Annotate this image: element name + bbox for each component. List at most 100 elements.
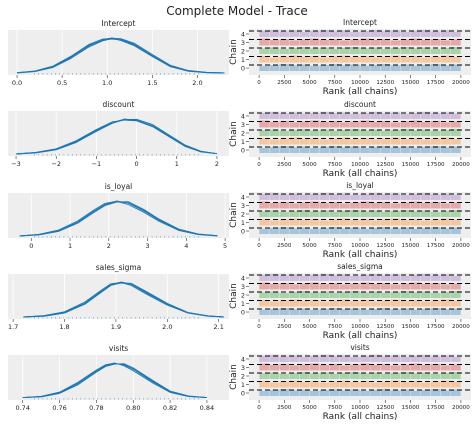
rank-bar — [400, 283, 411, 290]
rank-bar — [350, 364, 360, 371]
x-tick-label: 4 — [184, 242, 188, 250]
rank-bar — [410, 363, 421, 371]
rank-bar — [440, 210, 451, 217]
rank-bar — [430, 227, 441, 234]
rank-bar — [420, 192, 431, 200]
rank-bar — [370, 146, 380, 153]
rank-bar — [319, 220, 330, 226]
rank-bar — [451, 56, 461, 63]
kde-series-line — [15, 119, 217, 155]
rank-bar — [259, 65, 269, 71]
rank-bar — [410, 282, 421, 290]
kde-series-line — [22, 363, 207, 399]
rank-bar — [451, 275, 461, 281]
rank-bar — [279, 56, 290, 63]
x-tick-label: 15000 — [402, 243, 420, 249]
rank-bar — [319, 139, 330, 145]
rank-bar — [299, 121, 310, 128]
rank-bar — [430, 64, 441, 71]
rank-bar — [309, 120, 320, 128]
x-tick-label: 2 — [107, 242, 111, 250]
rank-bar — [370, 39, 380, 46]
rank-bar — [390, 40, 401, 46]
rank-bar — [390, 47, 401, 54]
rank-bar — [400, 381, 411, 388]
rank-bar — [360, 201, 370, 209]
rank-bar — [329, 113, 340, 119]
rank-bar — [370, 273, 380, 281]
rank-bar — [340, 228, 350, 234]
rank-bar — [370, 220, 380, 226]
rank-bar — [329, 363, 340, 371]
rank-bar — [440, 137, 451, 145]
kde-series-line — [16, 38, 225, 74]
rank-bars-chain — [259, 129, 461, 136]
rank-bar — [329, 227, 340, 234]
rank-bar — [360, 380, 370, 388]
rank-bar — [380, 113, 391, 119]
rank-bar — [370, 111, 380, 119]
rank-bar — [299, 113, 310, 119]
x-tick-label: 20000 — [452, 324, 470, 330]
rank-bar — [370, 121, 380, 128]
rank-bar — [380, 56, 391, 63]
rank-bar — [269, 273, 280, 281]
rank-bars-chain — [259, 146, 461, 153]
rank-bar — [400, 113, 411, 119]
rank-bar — [329, 64, 340, 71]
rank-bars-chain — [259, 218, 461, 226]
rank-bar — [380, 356, 391, 362]
rank-bar — [410, 373, 421, 379]
rank-bar — [360, 38, 370, 46]
rank-bar — [269, 64, 280, 71]
rank-bar — [420, 273, 431, 281]
panel-title: visits — [109, 344, 128, 353]
rank-bar — [440, 228, 451, 234]
rank-bar — [400, 300, 411, 307]
rank-bar — [380, 308, 391, 315]
y-tick-label: 1 — [241, 138, 245, 146]
rank-bar — [370, 354, 380, 362]
rank-bar — [299, 372, 310, 379]
rank-bar — [309, 38, 320, 46]
rank-bar — [400, 389, 411, 396]
rank-bar — [410, 201, 421, 209]
rank-bar — [410, 309, 421, 315]
rank-bar — [309, 390, 320, 396]
kde-panel: is_loyal 0 1 2 3 4 5 — [8, 182, 229, 250]
rank-bar — [259, 390, 269, 396]
x-tick-label: 15000 — [402, 162, 420, 168]
rank-bar — [279, 275, 290, 281]
rank-bar — [400, 210, 411, 217]
figure-title: Complete Model - Trace — [166, 4, 307, 18]
x-tick-label: 0.76 — [52, 404, 66, 412]
rank-bars-chain — [259, 120, 461, 128]
rank-bar — [400, 56, 411, 63]
rank-bar — [451, 381, 461, 388]
y-tick-label: 0 — [241, 147, 245, 155]
rank-bar — [370, 389, 380, 396]
rank-bar — [259, 201, 269, 209]
rank-bar — [440, 365, 451, 371]
rank-bar — [259, 55, 269, 63]
panel-title: sales_sigma — [337, 262, 383, 271]
rank-bar — [380, 38, 391, 46]
rank-bar — [329, 38, 340, 46]
rank-bar — [451, 372, 461, 379]
rank-bar — [299, 300, 310, 307]
x-tick-label: 5000 — [302, 162, 317, 168]
rank-bar — [380, 389, 391, 396]
x-tick-label: 10000 — [351, 80, 369, 86]
rank-bar — [370, 64, 380, 71]
y-axis-label: Chain — [229, 202, 239, 228]
rank-bar — [269, 146, 280, 153]
rank-bar — [370, 283, 380, 290]
x-tick-label: 10000 — [351, 162, 369, 168]
x-tick-label: 0.5 — [57, 79, 67, 87]
rank-bar — [329, 389, 340, 396]
x-tick-label: 0 — [135, 160, 139, 168]
rank-bar — [430, 211, 441, 217]
rank-bar — [380, 292, 391, 298]
rank-bars-chain — [259, 363, 461, 371]
rank-bar — [451, 300, 461, 307]
